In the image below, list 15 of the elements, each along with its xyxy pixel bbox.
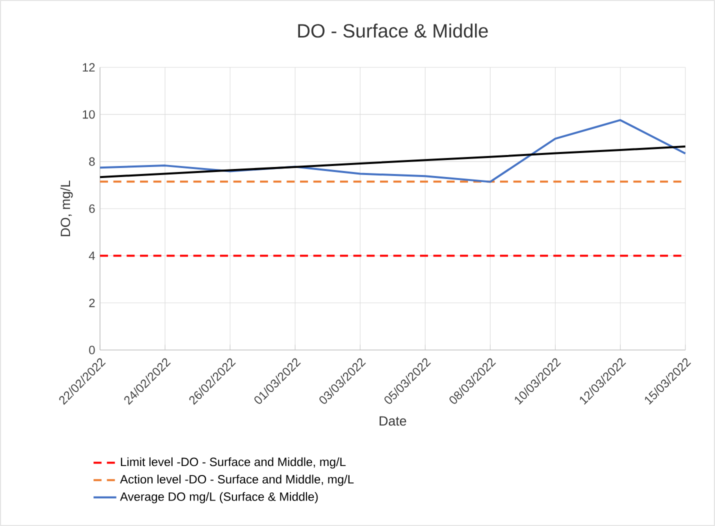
chart-title: DO - Surface & Middle [298, 24, 488, 38]
y-tick-label: 2 [89, 298, 95, 308]
line-series [99, 145, 686, 178]
x-axis-title: Date [380, 416, 406, 426]
line-series [99, 119, 686, 183]
legend-label: Action level -DO - Surface and Middle, mg/L [120, 474, 354, 486]
legend-label: Limit level -DO - Surface and Middle, mg/L [120, 457, 346, 469]
y-tick-label: 10 [82, 110, 95, 119]
y-tick-label: 6 [89, 204, 95, 213]
y-axis-title: DO, mg/L [60, 180, 73, 236]
y-tick-label: 8 [89, 157, 95, 166]
y-tick-label: 0 [89, 346, 95, 354]
legend-label: Average DO mg/L (Surface & Middle) [120, 492, 318, 504]
y-tick-label: 4 [88, 252, 95, 260]
y-tick-label: 12 [82, 63, 95, 72]
